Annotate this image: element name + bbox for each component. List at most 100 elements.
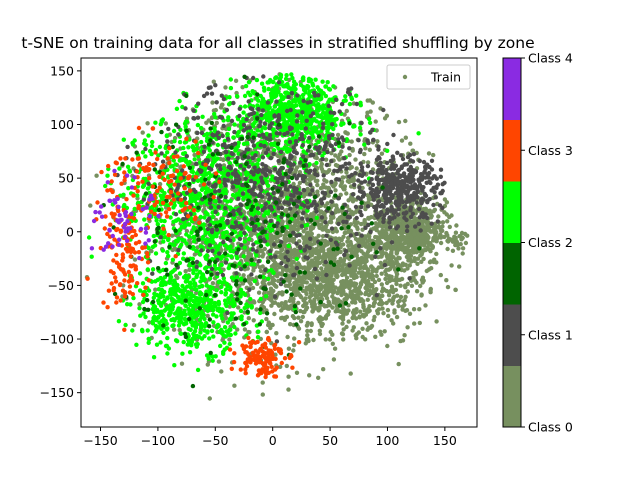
scatter-point bbox=[340, 321, 345, 326]
scatter-point bbox=[381, 311, 386, 316]
scatter-point bbox=[132, 257, 138, 262]
scatter-point bbox=[280, 265, 286, 271]
scatter-point bbox=[356, 287, 361, 293]
scatter-point bbox=[357, 315, 362, 320]
scatter-point bbox=[183, 269, 188, 274]
scatter-point bbox=[219, 369, 224, 374]
scatter-point bbox=[359, 297, 364, 302]
scatter-point bbox=[399, 276, 405, 282]
scatter-point bbox=[140, 184, 146, 189]
scatter-point bbox=[170, 257, 176, 262]
scatter-point bbox=[329, 151, 334, 156]
scatter-point bbox=[283, 90, 288, 96]
scatter-point bbox=[356, 330, 361, 335]
scatter-point bbox=[351, 325, 356, 330]
scatter-point bbox=[213, 244, 218, 249]
scatter-point bbox=[430, 244, 435, 249]
scatter-point bbox=[426, 228, 431, 233]
scatter-point bbox=[360, 326, 365, 331]
scatter-point bbox=[453, 287, 458, 293]
scatter-point bbox=[165, 250, 170, 255]
scatter-point bbox=[302, 241, 307, 246]
scatter-point bbox=[177, 139, 183, 145]
scatter-point bbox=[368, 109, 373, 114]
scatter-point bbox=[449, 213, 454, 218]
scatter-point bbox=[438, 232, 443, 237]
scatter-point bbox=[213, 115, 218, 120]
scatter-point bbox=[445, 233, 450, 238]
scatter-point bbox=[333, 285, 338, 290]
scatter-point bbox=[105, 173, 110, 178]
scatter-point bbox=[121, 192, 126, 197]
scatter-point bbox=[286, 387, 291, 392]
scatter-point bbox=[285, 195, 290, 200]
scatter-point bbox=[371, 296, 376, 301]
scatter-point bbox=[143, 154, 148, 159]
scatter-point bbox=[389, 250, 394, 256]
scatter-point bbox=[103, 183, 108, 189]
scatter-point bbox=[88, 203, 93, 208]
scatter-point bbox=[190, 169, 196, 175]
scatter-point bbox=[256, 290, 262, 295]
scatter-point bbox=[308, 291, 314, 296]
scatter-point bbox=[232, 188, 238, 194]
scatter-point bbox=[294, 370, 300, 375]
scatter-point bbox=[298, 319, 304, 324]
scatter-point bbox=[286, 374, 291, 379]
scatter-point bbox=[199, 200, 204, 206]
scatter-point bbox=[187, 222, 192, 227]
scatter-point bbox=[272, 104, 278, 109]
scatter-point bbox=[307, 295, 312, 300]
scatter-point bbox=[137, 271, 143, 276]
scatter-point bbox=[235, 255, 240, 261]
scatter-point bbox=[237, 261, 242, 266]
scatter-point bbox=[160, 117, 166, 122]
scatter-point bbox=[205, 362, 210, 367]
scatter-point bbox=[175, 275, 180, 280]
scatter-point bbox=[339, 310, 344, 315]
scatter-point bbox=[320, 278, 326, 283]
scatter-point bbox=[266, 86, 271, 92]
scatter-point bbox=[316, 305, 321, 311]
scatter-point bbox=[332, 346, 338, 351]
scatter-point bbox=[274, 239, 279, 244]
scatter-point bbox=[361, 258, 366, 263]
scatter-point bbox=[449, 263, 454, 268]
scatter-point bbox=[327, 284, 332, 289]
scatter-point bbox=[228, 77, 233, 82]
scatter-point bbox=[419, 259, 424, 264]
scatter-point bbox=[307, 173, 313, 179]
scatter-point bbox=[324, 179, 329, 184]
scatter-point bbox=[181, 145, 186, 151]
scatter-point bbox=[314, 257, 320, 262]
scatter-point bbox=[310, 302, 315, 307]
scatter-point bbox=[345, 131, 350, 136]
scatter-point bbox=[225, 132, 230, 137]
scatter-point bbox=[392, 308, 397, 313]
scatter-point bbox=[389, 318, 394, 323]
scatter-point bbox=[242, 104, 248, 109]
scatter-point bbox=[426, 151, 432, 156]
scatter-point bbox=[383, 251, 389, 256]
scatter-point bbox=[390, 286, 395, 291]
scatter-point bbox=[362, 271, 367, 276]
scatter-point bbox=[287, 282, 293, 287]
scatter-point bbox=[341, 234, 346, 239]
scatter-point bbox=[234, 94, 240, 99]
scatter-point bbox=[266, 290, 271, 296]
scatter-point bbox=[167, 183, 172, 188]
scatter-point bbox=[258, 198, 264, 203]
scatter-point bbox=[236, 305, 241, 310]
scatter-point bbox=[94, 173, 99, 178]
scatter-point bbox=[339, 279, 344, 285]
scatter-point bbox=[291, 181, 296, 187]
scatter-point bbox=[221, 157, 226, 162]
scatter-point bbox=[355, 220, 360, 225]
scatter-point bbox=[344, 275, 350, 280]
scatter-point bbox=[256, 157, 261, 163]
scatter-point bbox=[317, 331, 323, 337]
scatter-point bbox=[272, 311, 277, 317]
scatter-point bbox=[362, 263, 368, 269]
scatter-point bbox=[214, 234, 219, 239]
scatter-point bbox=[268, 228, 273, 233]
